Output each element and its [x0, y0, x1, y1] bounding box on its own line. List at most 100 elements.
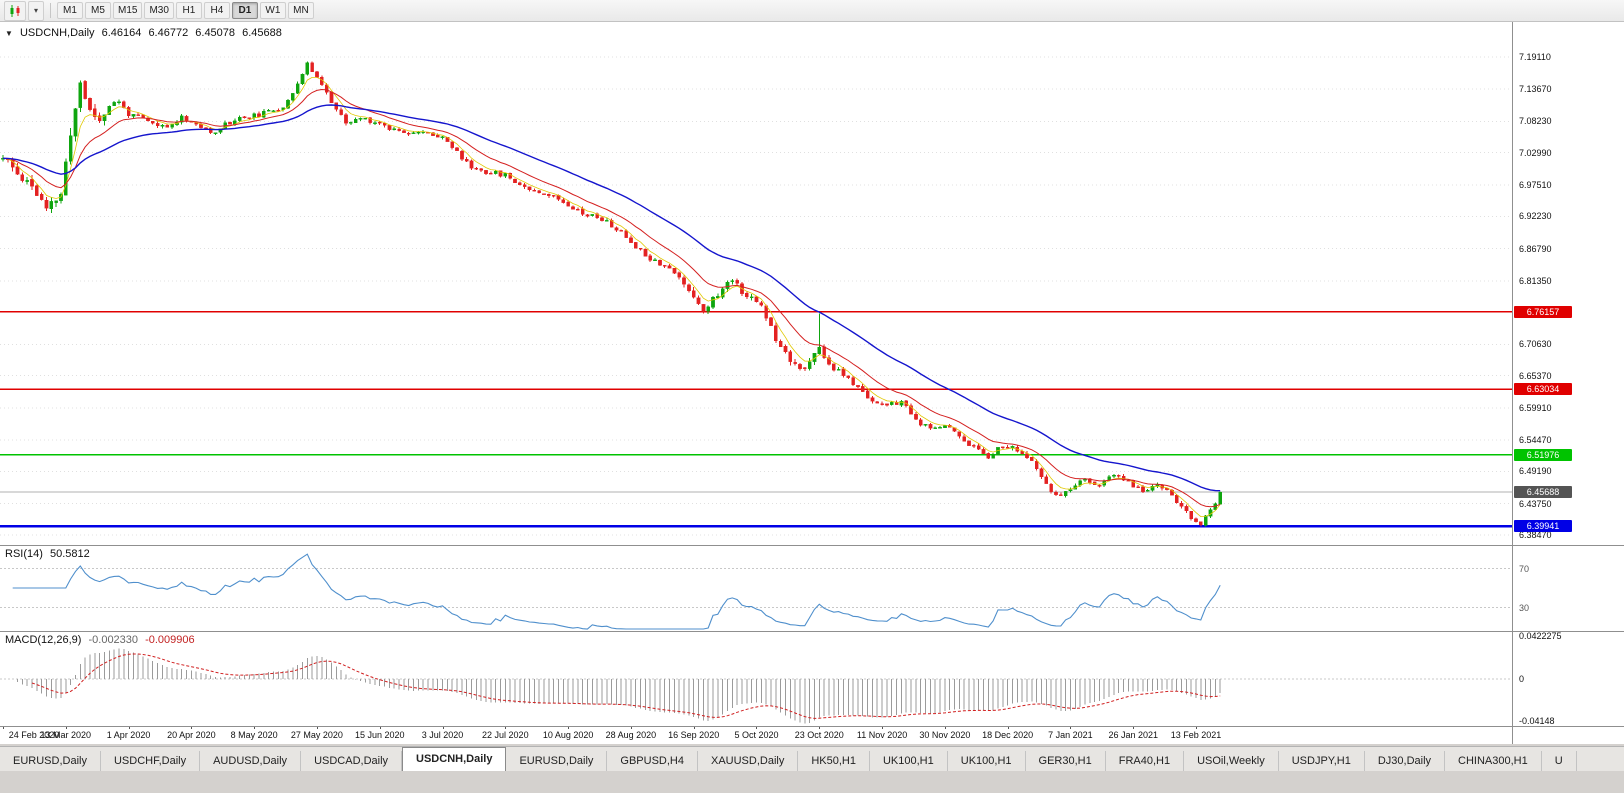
date-tick [191, 726, 193, 729]
timeframe-m1[interactable]: M1 [57, 2, 83, 19]
chart-open: 6.46164 [101, 27, 142, 39]
macd-value-signal: -0.009906 [145, 634, 195, 646]
chart-tab-china300-h1[interactable]: CHINA300,H1 [1445, 751, 1542, 771]
date-tick [1133, 726, 1135, 729]
price-axis: 7.19110 7.13670 7.08230 7.02990 6.97510 6.922… [1512, 22, 1624, 744]
chart-tab-eurusd-daily[interactable]: EURUSD,Daily [0, 751, 101, 771]
chart-tab-uk100-h1[interactable]: UK100,H1 [947, 751, 1026, 771]
macd-panel[interactable]: MACD(12,26,9) -0.002330 -0.009906 [0, 631, 1512, 726]
price-axis-label: 6.49190 [1519, 466, 1552, 477]
rsi-level-label: 70 [1519, 563, 1530, 574]
chart-type-button[interactable] [4, 0, 26, 21]
date-tick [693, 726, 695, 729]
chart-tab-usoil-weekly[interactable]: USOil,Weekly [1184, 751, 1279, 771]
date-tick [3, 726, 4, 729]
date-label: 28 Aug 2020 [605, 730, 657, 740]
price-axis-label: 6.70630 [1519, 339, 1552, 350]
date-tick [505, 726, 507, 729]
panel-separator-rsi[interactable] [0, 545, 1624, 546]
date-tick [128, 726, 130, 729]
chart-tab-usdcnh-daily[interactable]: USDCNH,Daily [402, 747, 507, 771]
date-tick [819, 726, 821, 729]
date-axis-border [0, 726, 1624, 727]
date-label: 13 Feb 2021 [1170, 730, 1222, 740]
chart-header: ▼ USDCNH,Daily 6.46164 6.46772 6.45078 6… [5, 27, 286, 39]
chart-symbol: USDCNH,Daily [19, 27, 95, 39]
date-label: 27 May 2020 [290, 730, 343, 740]
date-label: 16 Sep 2020 [668, 730, 720, 740]
timeframe-w1[interactable]: W1 [259, 2, 286, 19]
date-label: 1 Apr 2020 [106, 730, 151, 740]
price-axis-label: 6.39941 [1514, 520, 1572, 533]
date-label: 10 Aug 2020 [542, 730, 594, 740]
date-label: 15 Jun 2020 [354, 730, 405, 740]
date-tick [442, 726, 444, 729]
date-tick [944, 726, 946, 729]
chart-tab-usdjpy-h1[interactable]: USDJPY,H1 [1278, 751, 1365, 771]
toolbar-separator [50, 3, 51, 18]
price-axis-label: 6.81350 [1519, 275, 1552, 286]
timeframe-h1[interactable]: H1 [175, 2, 202, 19]
chart-tab-uk100-h1[interactable]: UK100,H1 [869, 751, 948, 771]
rsi-value: 50.5812 [49, 548, 90, 560]
macd-axis-label: -0.04148 [1519, 715, 1555, 726]
chart-tab-fra40-h1[interactable]: FRA40,H1 [1105, 751, 1185, 771]
date-axis: 24 Feb 2020 13 Mar 2020 1 Apr 2020 20 Apr 2… [0, 726, 1624, 744]
price-axis-label: 6.76157 [1514, 305, 1572, 318]
timeframe-m30[interactable]: M30 [144, 2, 174, 19]
price-axis-label: 6.43750 [1519, 498, 1552, 509]
date-label: 5 Oct 2020 [734, 730, 779, 740]
chart-tab-gbpusd-h4[interactable]: GBPUSD,H4 [607, 751, 698, 771]
chart-tab-eurusd-daily[interactable]: EURUSD,Daily [506, 751, 608, 771]
rsi-name: RSI(14) [5, 548, 43, 560]
macd-axis-label: 0.0422275 [1519, 630, 1562, 641]
price-axis-label: 6.63034 [1514, 383, 1572, 396]
bottom-area: EURUSD,Daily USDCHF,Daily AUDUSD,Daily USDC… [0, 744, 1624, 793]
timeframe-m15[interactable]: M15 [113, 2, 143, 19]
price-axis-label: 6.86790 [1519, 243, 1552, 254]
chart-tab-audusd-daily[interactable]: AUDUSD,Daily [200, 751, 302, 771]
current-price-label: 6.45688 [1514, 486, 1572, 499]
price-axis-label: 6.51976 [1514, 448, 1572, 461]
price-panel[interactable]: ▼ USDCNH,Daily 6.46164 6.46772 6.45078 6… [0, 22, 1512, 545]
macd-label: MACD(12,26,9) -0.002330 -0.009906 [5, 634, 199, 646]
chart-tab-xauusd-daily[interactable]: XAUUSD,Daily [697, 751, 799, 771]
timeframe-m5[interactable]: M5 [85, 2, 111, 19]
date-label: 24 Feb 2020 [8, 730, 60, 740]
chart-collapse-icon[interactable]: ▼ [5, 29, 13, 38]
rsi-label: RSI(14) 50.5812 [5, 548, 94, 560]
chart-tab-usdcad-daily[interactable]: USDCAD,Daily [301, 751, 403, 771]
date-tick [379, 726, 381, 729]
chart-tab-usdchf-daily[interactable]: USDCHF,Daily [100, 751, 201, 771]
panel-separator-macd[interactable] [0, 631, 1624, 632]
date-label: 8 May 2020 [230, 730, 278, 740]
date-tick [65, 726, 67, 729]
timeframe-d1[interactable]: D1 [231, 2, 258, 19]
chart-tab-hk50-h1[interactable]: HK50,H1 [798, 751, 870, 771]
chart-close: 6.45688 [242, 27, 282, 39]
price-axis-label: 6.59910 [1519, 402, 1552, 413]
date-label: 20 Apr 2020 [167, 730, 216, 740]
macd-value-main: -0.002330 [88, 634, 139, 646]
timeframe-h4[interactable]: H4 [203, 2, 230, 19]
candlestick-chart-icon [10, 4, 20, 17]
rsi-chart-svg[interactable] [0, 545, 1512, 631]
chart-tab-dj30-daily[interactable]: DJ30,Daily [1364, 751, 1446, 771]
main-chart-svg[interactable] [0, 22, 1512, 545]
price-axis-label: 7.02990 [1519, 147, 1552, 158]
date-label: 3 Jul 2020 [421, 730, 464, 740]
chart-type-dropdown[interactable]: ▾ [28, 0, 44, 21]
chart-tab-ger30-h1[interactable]: GER30,H1 [1025, 751, 1106, 771]
date-tick [316, 726, 318, 729]
date-label: 22 Jul 2020 [482, 730, 529, 740]
date-tick [1196, 726, 1197, 729]
date-label: 7 Jan 2021 [1048, 730, 1093, 740]
price-axis-label: 7.08230 [1519, 116, 1552, 127]
price-axis-label: 6.54470 [1519, 435, 1552, 446]
timeframe-mn[interactable]: MN [287, 2, 314, 19]
price-axis-label: 6.38470 [1519, 530, 1552, 540]
rsi-panel[interactable]: RSI(14) 50.5812 [0, 545, 1512, 631]
macd-chart-svg[interactable] [0, 631, 1512, 726]
chevron-down-icon: ▾ [33, 5, 38, 15]
chart-tab-u[interactable]: U [1541, 751, 1577, 771]
